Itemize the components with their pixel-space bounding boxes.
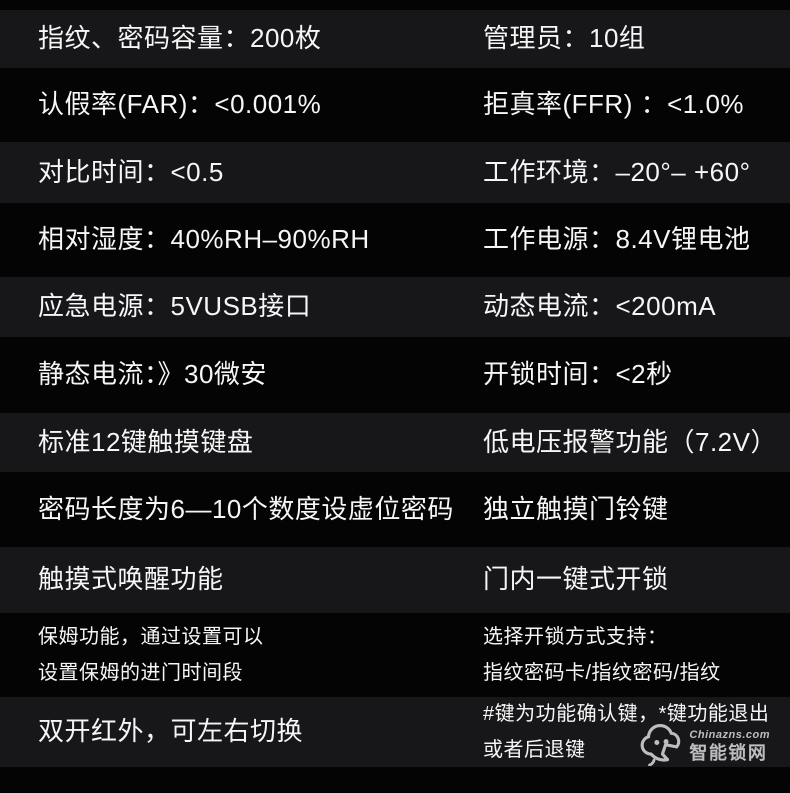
spec-cell-left: 双开红外，可左右切换 [38, 715, 483, 749]
spec-text: 双开红外，可左右切换 [38, 716, 304, 747]
spec-cell-right: 选择开锁方式支持： 指纹密码卡/指纹密码/指纹 [483, 619, 790, 691]
spec-text: 设置保姆的进门时间段 [38, 662, 243, 684]
spec-text: 指纹密码卡/指纹密码/指纹 [483, 662, 721, 684]
spec-text: 独立触摸门铃键 [483, 493, 669, 524]
spec-cell-left: 保姆功能，通过设置可以 设置保姆的进门时间段 [38, 619, 483, 691]
spec-row: 标准12键触摸键盘 低电压报警功能（7.2V） [0, 413, 790, 472]
spec-cell-right: 管理员：10组 [483, 22, 790, 56]
spec-cell-left: 静态电流：》30微安 [38, 358, 483, 392]
spec-text: 认假率(FAR)：<0.001% [38, 89, 322, 120]
spec-cell-right: 开锁时间：<2秒 [483, 358, 790, 392]
spec-text: 保姆功能，通过设置可以 [38, 626, 264, 648]
cloud-face-logo-icon [638, 720, 684, 771]
watermark-site: Chinazns.com [689, 728, 770, 741]
spec-cell-left: 应急电源：5VUSB接口 [38, 290, 483, 324]
spec-text: 标准12键触摸键盘 [38, 426, 254, 457]
spec-text: 管理员：10组 [483, 23, 646, 54]
spec-text: 触摸式唤醒功能 [38, 564, 224, 595]
spec-text: 相对湿度：40%RH–90%RH [38, 224, 370, 255]
spec-text: 密码长度为6—10个数度设虚位密码 [38, 493, 454, 524]
spec-row: 密码长度为6—10个数度设虚位密码 独立触摸门铃键 [0, 472, 790, 547]
spec-cell-right: 独立触摸门铃键 [483, 493, 790, 527]
spec-cell-left: 对比时间：<0.5 [38, 156, 483, 190]
spec-row: 对比时间：<0.5 工作环境：–20°– +60° [0, 142, 790, 203]
spec-row: 触摸式唤醒功能 门内一键式开锁 [0, 547, 790, 613]
spec-cell-right: 工作环境：–20°– +60° [483, 156, 790, 190]
spec-cell-right: 动态电流：<200mA [483, 290, 790, 324]
spec-cell-left: 触摸式唤醒功能 [38, 563, 483, 597]
spec-cell-right: 低电压报警功能（7.2V） [483, 426, 790, 460]
spec-text: 选择开锁方式支持： [483, 626, 668, 648]
spec-text: 工作电源：8.4V锂电池 [483, 224, 751, 255]
spec-cell-right: 工作电源：8.4V锂电池 [483, 223, 790, 257]
spec-row: 应急电源：5VUSB接口 动态电流：<200mA [0, 277, 790, 337]
spec-row: 相对湿度：40%RH–90%RH 工作电源：8.4V锂电池 [0, 203, 790, 277]
watermark: Chinazns.com 智能锁网 [638, 720, 770, 771]
spec-text: 拒真率(FFR) ：<1.0% [483, 89, 745, 120]
spec-text: 门内一键式开锁 [483, 564, 669, 595]
spec-cell-left: 密码长度为6—10个数度设虚位密码 [38, 493, 483, 527]
top-margin [0, 0, 790, 10]
spec-text: 或者后退键 [483, 739, 586, 761]
spec-cell-right: 拒真率(FFR) ：<1.0% [483, 88, 790, 122]
spec-text: 工作环境：–20°– +60° [483, 156, 751, 187]
spec-text: 对比时间：<0.5 [38, 156, 224, 187]
spec-text: 动态电流：<200mA [483, 291, 717, 322]
spec-cell-left: 指纹、密码容量：200枚 [38, 22, 483, 56]
spec-text: 开锁时间：<2秒 [483, 359, 673, 390]
spec-cell-right: #键为功能确认键，*键功能退出 或者后退键 [483, 696, 790, 768]
spec-text: 应急电源：5VUSB接口 [38, 291, 312, 322]
spec-row: 指纹、密码容量：200枚 管理员：10组 [0, 10, 790, 68]
watermark-text: Chinazns.com 智能锁网 [689, 728, 770, 763]
spec-cell-right: 门内一键式开锁 [483, 563, 790, 597]
spec-text: 静态电流：》30微安 [38, 359, 267, 390]
watermark-name: 智能锁网 [689, 742, 768, 763]
spec-row: 双开红外，可左右切换 #键为功能确认键，*键功能退出 或者后退键 [0, 697, 790, 767]
spec-text: 低电压报警功能（7.2V） [483, 426, 777, 457]
spec-cell-left: 标准12键触摸键盘 [38, 426, 483, 460]
spec-cell-left: 相对湿度：40%RH–90%RH [38, 223, 483, 257]
spec-text: #键为功能确认键，*键功能退出 [483, 703, 770, 725]
spec-row: 静态电流：》30微安 开锁时间：<2秒 [0, 337, 790, 413]
spec-row: 认假率(FAR)：<0.001% 拒真率(FFR) ：<1.0% [0, 68, 790, 142]
spec-text: 指纹、密码容量：200枚 [38, 23, 322, 54]
spec-cell-left: 认假率(FAR)：<0.001% [38, 88, 483, 122]
spec-row: 保姆功能，通过设置可以 设置保姆的进门时间段 选择开锁方式支持： 指纹密码卡/指… [0, 613, 790, 697]
